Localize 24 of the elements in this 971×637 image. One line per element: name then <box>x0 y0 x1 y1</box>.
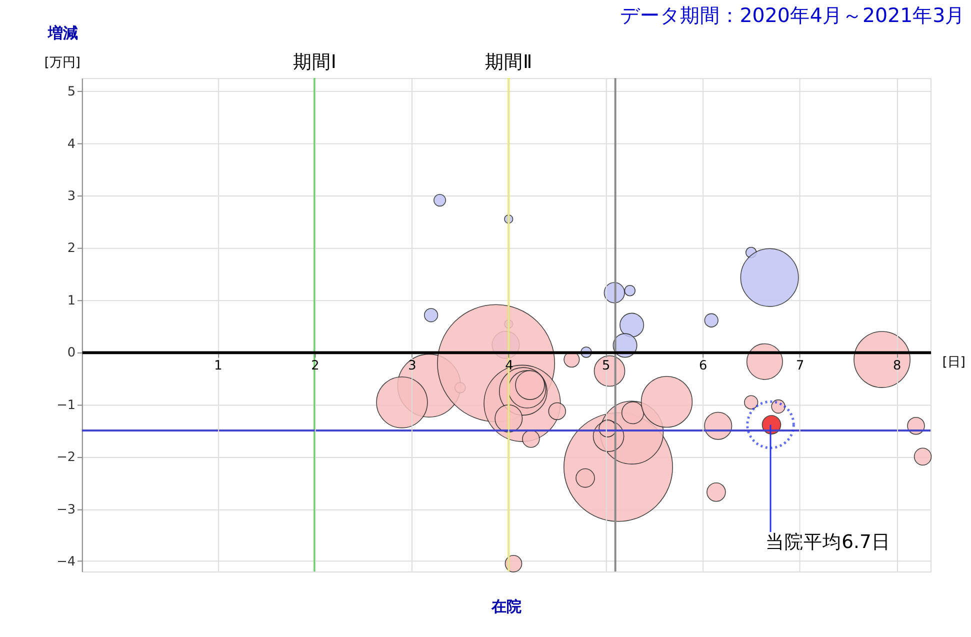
y-tick-label: −3 <box>56 502 76 518</box>
x-tick-label: 1 <box>214 358 222 374</box>
y-tick-label: 1 <box>67 293 76 308</box>
x-tick-label: 6 <box>699 358 708 374</box>
x-tick-label: 7 <box>796 358 804 374</box>
y-tick-label: 4 <box>67 136 76 152</box>
y-tick-label: −1 <box>56 398 76 413</box>
chart-title: データ期間：2020年4月～2021年3月 <box>620 4 966 27</box>
annotation: 当院平均6.7日 <box>766 532 890 553</box>
x-tick-label: 8 <box>893 358 902 374</box>
y-tick-label: 0 <box>67 346 76 361</box>
ref-line-label: 期間Ⅰ <box>292 52 336 74</box>
x-tick-label: 3 <box>408 358 416 374</box>
y-tick-label: −2 <box>56 450 76 466</box>
x-axis-title: 在院 <box>490 598 522 616</box>
x-tick-label: 5 <box>602 358 610 374</box>
y-tick-label: 2 <box>67 241 76 256</box>
text: [日] <box>942 355 966 370</box>
y-tick-label: 3 <box>67 189 76 204</box>
ref-line-label: 期間Ⅱ <box>485 52 532 74</box>
y-tick-label: 5 <box>67 84 76 100</box>
text: [万円] <box>44 55 80 70</box>
y-axis-title: 増減 <box>46 24 78 42</box>
y-tick-label: −4 <box>56 554 76 570</box>
